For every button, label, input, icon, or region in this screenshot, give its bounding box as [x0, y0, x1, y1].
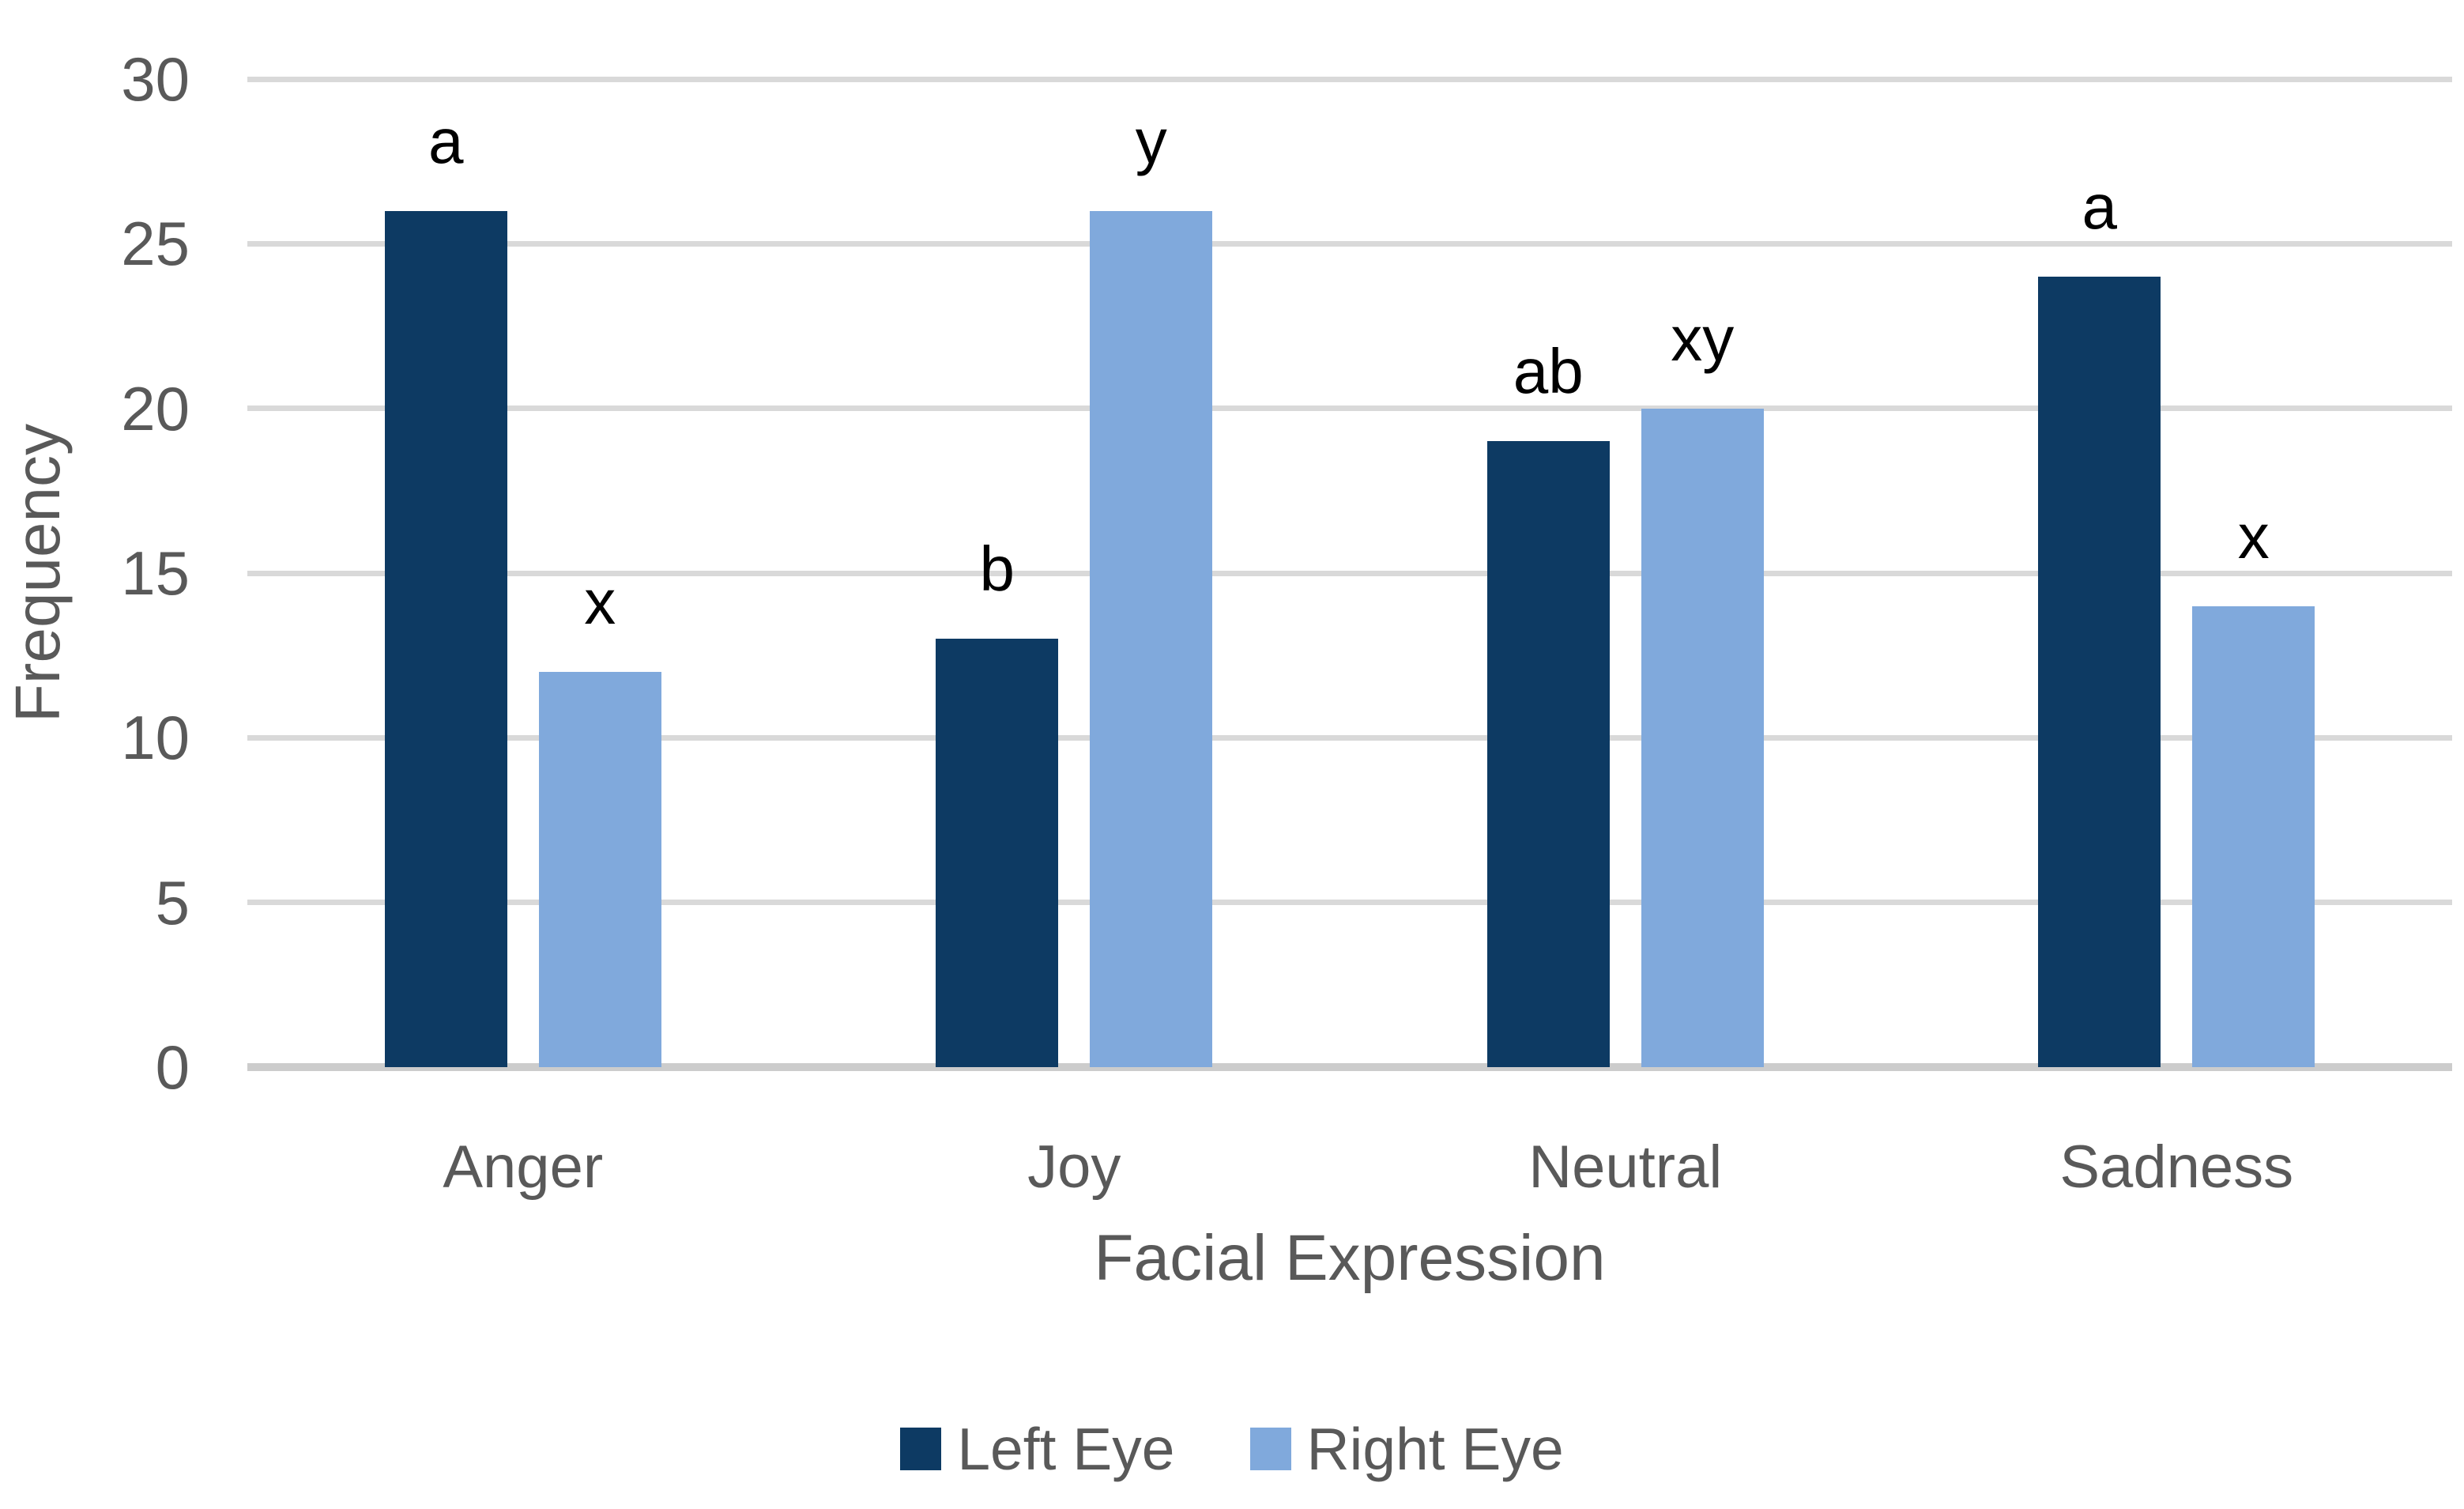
x-category-label-joy: Joy	[1027, 1134, 1121, 1201]
legend-item-right-eye: Right Eye	[1249, 1415, 1564, 1483]
legend-swatch-right-eye	[1249, 1428, 1291, 1470]
x-axis-title: Facial Expression	[1094, 1222, 1606, 1294]
gridline	[247, 900, 2452, 906]
x-category-label-sadness: Sadness	[2059, 1134, 2294, 1201]
significance-label-left-eye-neutral: ab	[1513, 336, 1584, 407]
x-category-label-anger: Anger	[443, 1134, 604, 1201]
bar-right-eye-joy	[1090, 210, 1213, 1067]
gridline	[247, 240, 2452, 247]
y-tick-label: 10	[121, 703, 190, 773]
significance-label-right-eye-anger: x	[584, 567, 616, 637]
significance-label-right-eye-joy: y	[1135, 105, 1167, 176]
x-axis-line	[247, 1063, 2452, 1071]
bar-left-eye-anger	[384, 210, 507, 1067]
y-tick-label: 15	[121, 538, 190, 608]
y-tick-label: 0	[155, 1032, 190, 1102]
significance-label-right-eye-neutral: xy	[1671, 303, 1735, 374]
y-tick-label: 5	[155, 867, 190, 937]
significance-label-left-eye-joy: b	[979, 534, 1015, 605]
bar-right-eye-sadness	[2192, 605, 2315, 1067]
significance-label-right-eye-sadness: x	[2237, 500, 2270, 572]
bar-left-eye-joy	[936, 639, 1059, 1067]
plot-area: a x b y ab xy a x	[247, 76, 2452, 1071]
significance-label-left-eye-sadness: a	[2082, 172, 2118, 242]
y-tick-label: 30	[121, 44, 190, 114]
bar-left-eye-neutral	[1486, 441, 1610, 1067]
gridline	[247, 734, 2452, 741]
legend: Left Eye Right Eye	[0, 1415, 2464, 1483]
bar-right-eye-neutral	[1641, 408, 1764, 1067]
bar-right-eye-anger	[538, 672, 661, 1067]
legend-item-left-eye: Left Eye	[900, 1415, 1175, 1483]
x-category-label-neutral: Neutral	[1528, 1134, 1723, 1201]
legend-label-right-eye: Right Eye	[1306, 1416, 1564, 1482]
significance-label-left-eye-anger: a	[428, 105, 464, 176]
y-tick-label: 25	[121, 209, 190, 279]
y-axis-tick-labels: 0 5 10 15 20 25 30	[0, 44, 190, 1102]
gridline	[247, 570, 2452, 576]
gridline	[247, 406, 2452, 412]
legend-label-left-eye: Left Eye	[957, 1416, 1175, 1482]
y-tick-label: 20	[121, 373, 190, 443]
bar-left-eye-sadness	[2038, 277, 2161, 1067]
gridline	[247, 76, 2452, 82]
legend-swatch-left-eye	[900, 1428, 942, 1470]
x-category-labels: Anger Joy Neutral Sadness	[247, 1132, 2452, 1203]
